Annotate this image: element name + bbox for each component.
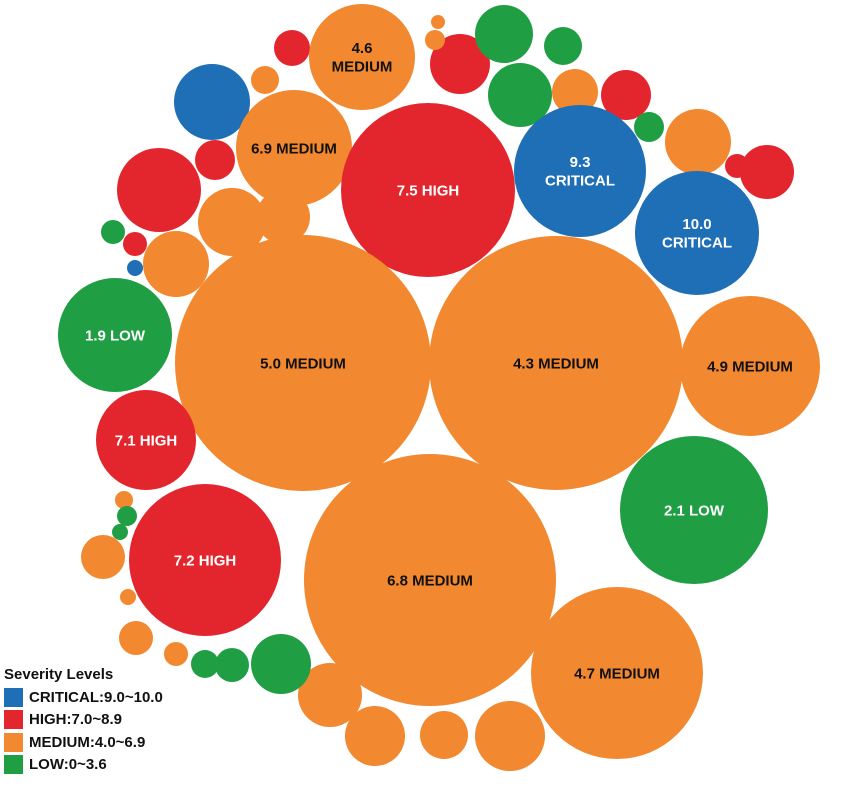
legend-label-medium: MEDIUM:4.0~6.9 [29,733,146,751]
bubble-low [251,634,311,694]
bubble-high [601,70,651,120]
bubble-critical-10 [635,171,759,295]
bubble-medium [475,701,545,771]
bubble-label: 7.5 HIGH [397,182,460,199]
bubble-label: 6.9 MEDIUM [251,140,337,157]
bubble-critical [174,64,250,140]
bubble-medium [164,642,188,666]
bubble-medium [420,711,468,759]
bubble-medium [143,231,209,297]
bubble-label: CRITICAL [545,173,615,190]
bubble-medium [119,621,153,655]
bubble-medium-5 [175,235,431,491]
bubble-label: 1.9 LOW [85,327,146,344]
bubble-label: 6.8 MEDIUM [387,572,473,589]
bubble-medium [298,663,362,727]
legend-label-high: HIGH:7.0~8.9 [29,711,122,729]
bubble-high [117,148,201,232]
legend-swatch-critical [4,687,23,707]
bubble-high [123,232,147,256]
bubble-medium-6-9 [236,90,352,206]
bubble-label: 5.0 MEDIUM [260,355,346,372]
bubble-medium [552,69,598,115]
bubble-medium-4-7 [531,587,703,759]
legend-label-low: LOW:0~3.6 [29,756,107,774]
bubble-label: 4.9 MEDIUM [707,358,793,375]
bubble-low [475,5,533,63]
bubble-high-7-5 [341,103,515,277]
bubble-medium [81,535,125,579]
bubble-medium [425,30,445,50]
bubble-medium [431,15,445,29]
bubble-low [634,112,664,142]
bubble-label: 10.0 [682,216,711,233]
legend-item-low: LOW:0~3.6 [4,754,264,777]
bubble-medium [665,109,731,175]
bubble-high-7-2 [129,484,281,636]
bubble-low [488,63,552,127]
bubble-medium [345,706,405,766]
bubble-high [740,145,794,199]
bubble-medium [198,188,266,256]
bubble-low [544,27,582,65]
bubble-label: 4.6 [352,40,373,57]
bubble-high [725,154,749,178]
bubble-label: MEDIUM [332,59,393,76]
bubble-low [215,648,249,682]
legend: Severity Levels CRITICAL:9.0~10.0 HIGH:7… [4,664,264,776]
bubble-high [195,140,235,180]
bubble-high [274,30,310,66]
legend-title: Severity Levels [4,666,114,683]
bubble-low [117,506,137,526]
bubble-label: 9.3 [570,154,591,171]
bubble-label: 7.1 HIGH [115,432,178,449]
bubble-medium-4-9 [680,296,820,436]
legend-swatch-medium [4,732,23,752]
bubble-label: 4.3 MEDIUM [513,355,599,372]
bubble-low [191,650,219,678]
bubble-label: CRITICAL [662,235,732,252]
legend-swatch-low [4,755,23,775]
bubble-high [430,34,490,94]
bubble-medium-4-3 [429,236,683,490]
bubble-label: 4.7 MEDIUM [574,665,660,682]
legend-item-medium: MEDIUM:4.0~6.9 [4,731,264,754]
bubble-low [112,524,128,540]
bubble-medium-4-6 [309,4,415,110]
legend-label-critical: CRITICAL:9.0~10.0 [29,688,163,706]
bubble-high-7-1 [96,390,196,490]
bubble-medium-6-8 [304,454,556,706]
bubble-low [101,220,125,244]
bubble-low-2-1 [620,436,768,584]
bubble-low-1-9 [58,278,172,392]
legend-swatch-high [4,710,23,730]
bubble-label: 2.1 LOW [664,502,725,519]
bubble-medium [115,491,133,509]
legend-item-critical: CRITICAL:9.0~10.0 [4,686,264,709]
bubble-critical-9-3 [514,105,646,237]
bubble-critical [127,260,143,276]
bubble-medium [120,589,136,605]
legend-item-high: HIGH:7.0~8.9 [4,709,264,732]
bubble-medium [251,66,279,94]
bubble-label: 7.2 HIGH [174,552,237,569]
